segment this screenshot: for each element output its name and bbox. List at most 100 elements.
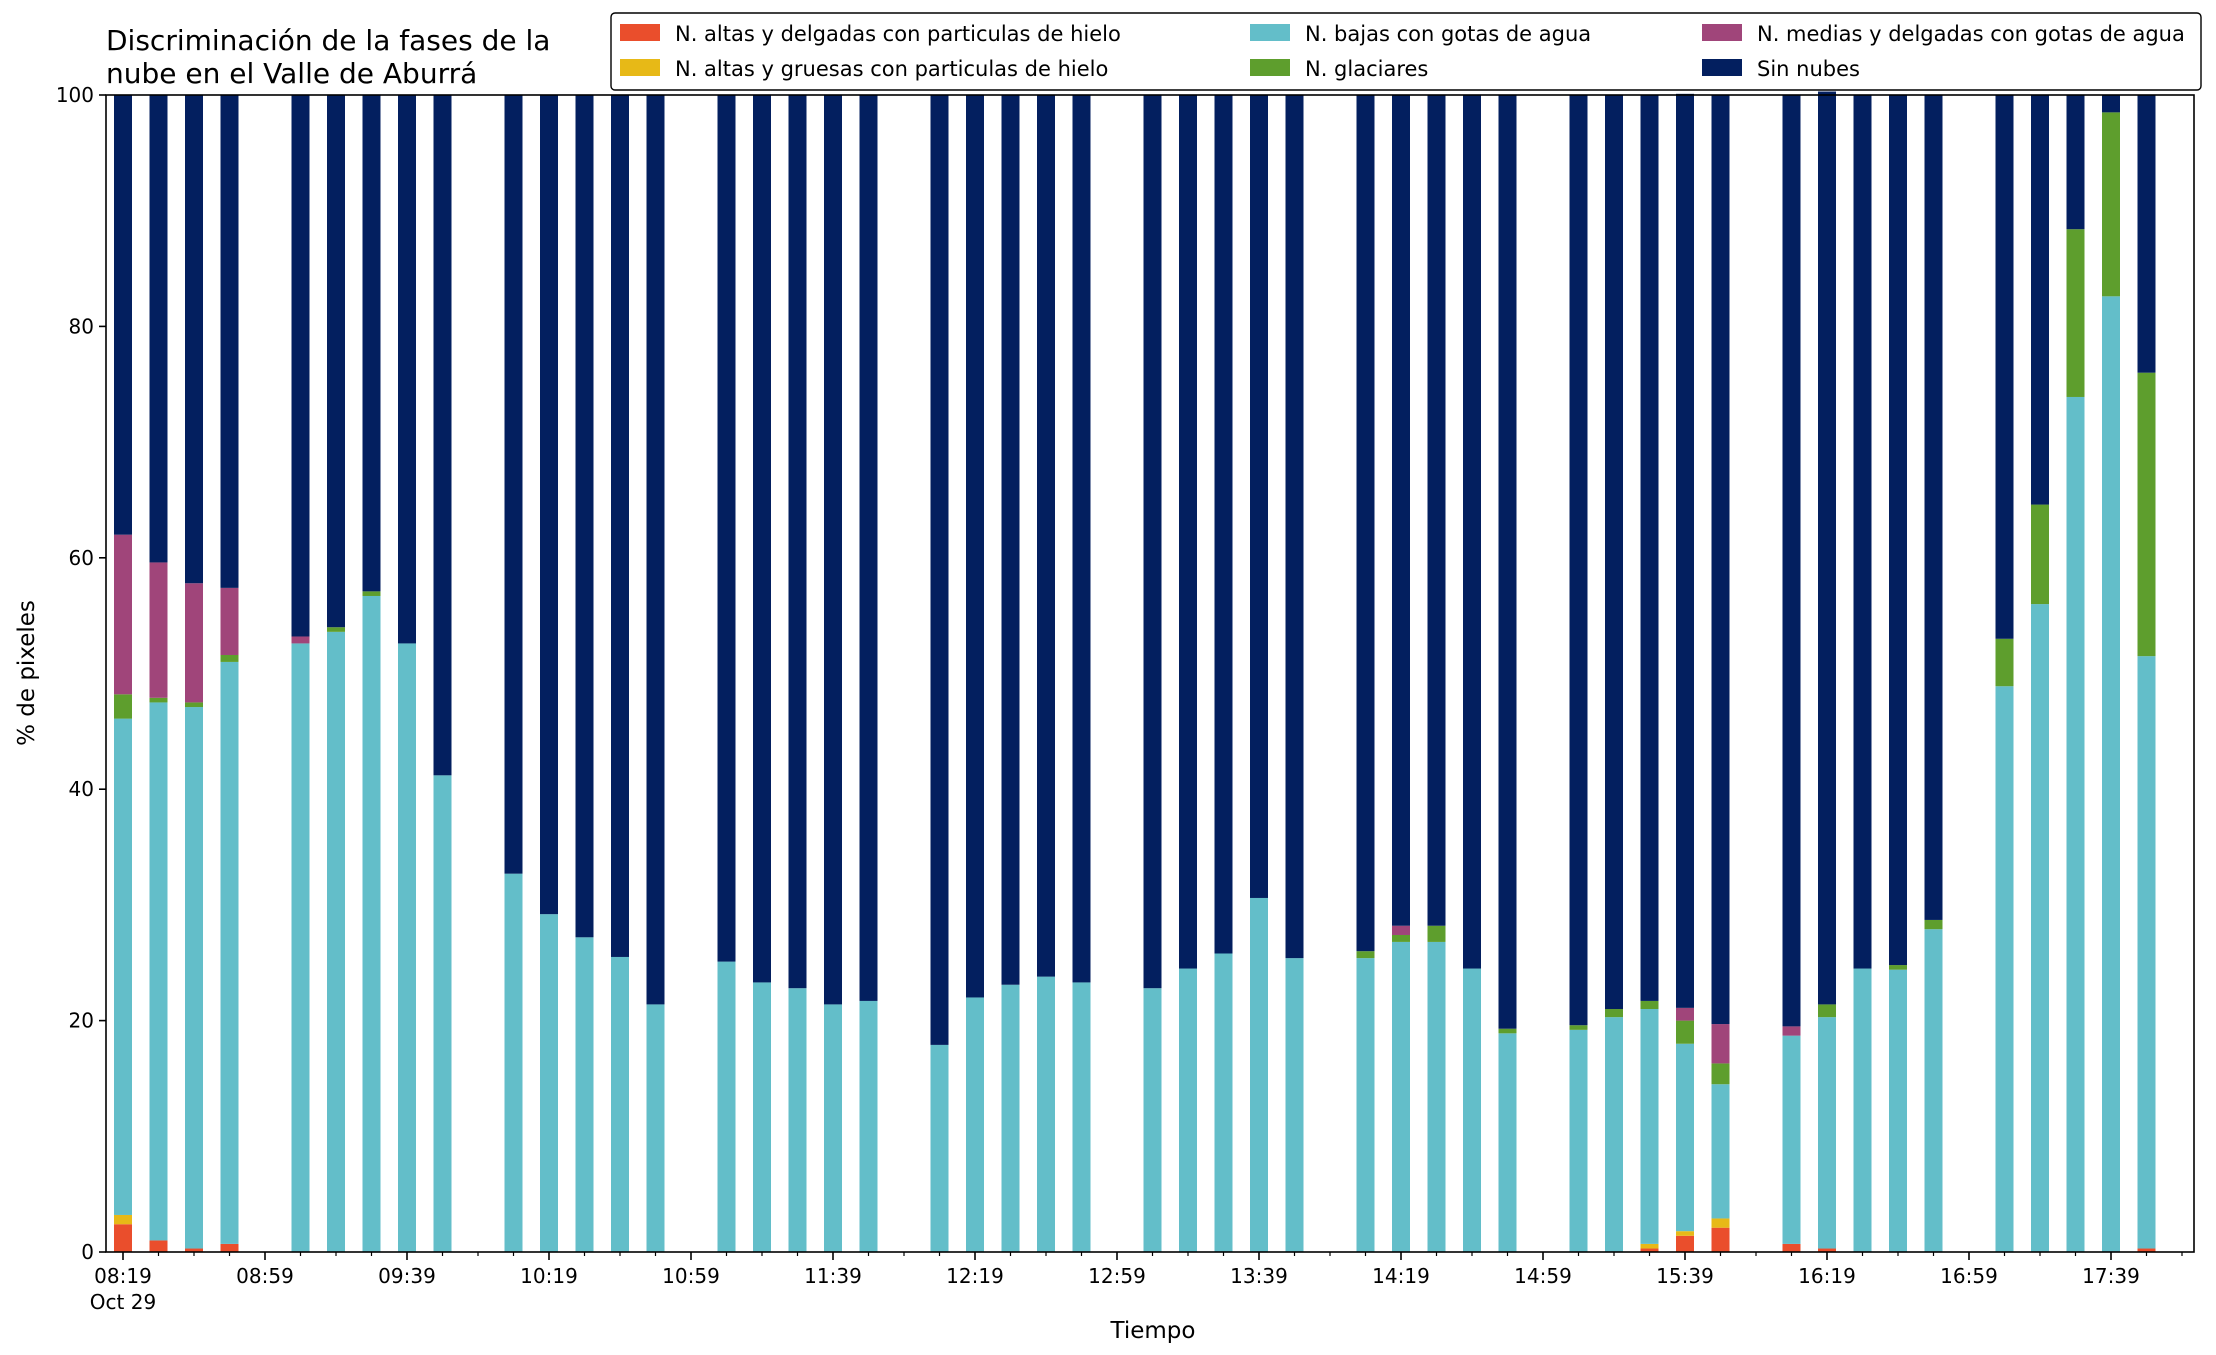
- bar-segment-2-40: [1818, 1017, 1836, 1249]
- bar-segment-2-34: [1569, 1029, 1588, 1252]
- bar-segment-2-23: [1072, 982, 1091, 1252]
- bar-segment-2-43: [1924, 929, 1943, 1252]
- x-tick-label-4: 10:59: [662, 1264, 720, 1288]
- bar-segment-5-33: [1498, 95, 1517, 1029]
- bar-segment-2-18: [859, 1000, 878, 1252]
- bar-segment-5-39: [1782, 95, 1801, 1027]
- bar-segment-2-21: [1001, 984, 1020, 1252]
- bar-segment-5-0: [114, 95, 132, 535]
- y-axis: 0 20 40 60 80 100: [56, 83, 106, 1264]
- bar-segment-5-6: [362, 95, 381, 592]
- bar-segment-3-42: [1889, 965, 1907, 970]
- x-tick-label-13: 16:59: [1940, 1264, 1998, 1288]
- bar-segment-4-2: [185, 583, 203, 703]
- bar-segment-2-22: [1037, 976, 1055, 1252]
- legend-swatch-4: [1702, 24, 1742, 41]
- bar-segment-2-36: [1640, 1009, 1659, 1244]
- legend-swatch-2: [1250, 24, 1290, 41]
- bar-segment-2-6: [362, 595, 381, 1252]
- bar-segment-5-14: [717, 95, 736, 962]
- bar-segment-5-24: [1143, 95, 1162, 989]
- legend-swatch-1: [620, 59, 660, 76]
- y-tick-label-0: 0: [81, 1240, 94, 1264]
- bar-segment-5-40: [1818, 91, 1836, 1005]
- bar-segment-3-29: [1356, 951, 1375, 959]
- bar-segment-2-17: [824, 1004, 842, 1252]
- y-tick-label-80: 80: [69, 314, 94, 338]
- bar-segment-2-5: [327, 631, 345, 1252]
- bar-segment-2-7: [398, 643, 416, 1252]
- bar-segment-5-13: [646, 95, 665, 1005]
- x-tick-label-5: 11:39: [804, 1264, 862, 1288]
- bar-segment-2-27: [1250, 897, 1268, 1252]
- bar-segment-3-3: [220, 654, 239, 662]
- bar-segment-2-4: [291, 643, 310, 1252]
- bar-segment-4-4: [291, 636, 310, 644]
- bar-segment-2-47: [2102, 296, 2120, 1252]
- bar-segment-0-36: [1640, 1248, 1659, 1252]
- bar-segment-3-44: [1995, 638, 2014, 687]
- bar-segment-2-10: [540, 914, 558, 1252]
- bar-segment-3-40: [1818, 1004, 1836, 1018]
- bar-segment-5-23: [1072, 95, 1091, 983]
- bar-segment-4-30: [1392, 925, 1410, 935]
- bar-segment-5-29: [1356, 95, 1375, 952]
- bar-segment-2-9: [504, 873, 523, 1252]
- bar-segment-5-28: [1285, 95, 1304, 959]
- bar-segment-2-20: [966, 997, 984, 1252]
- bar-segment-5-37: [1676, 93, 1694, 1008]
- bar-segment-2-13: [646, 1004, 665, 1252]
- bar-segment-3-36: [1640, 1000, 1659, 1010]
- x-tick-label-3: 10:19: [520, 1264, 578, 1288]
- x-tick-label-0: 08:19: [94, 1264, 152, 1288]
- y-axis-label: % de pixeles: [14, 600, 40, 746]
- bar-segment-5-4: [291, 95, 310, 637]
- bar-segment-5-9: [504, 95, 523, 874]
- bar-segment-2-45: [2031, 604, 2049, 1252]
- bar-segment-5-20: [966, 95, 984, 998]
- bar-segment-0-38: [1711, 1227, 1730, 1252]
- bar-segment-5-44: [1995, 95, 2014, 639]
- bar-segment-2-26: [1214, 953, 1233, 1252]
- bar-segment-2-16: [788, 988, 807, 1252]
- bar-segment-5-46: [2066, 95, 2085, 230]
- bar-segment-2-30: [1392, 941, 1410, 1252]
- bar-segment-5-3: [220, 95, 239, 588]
- legend-label-5: Sin nubes: [1757, 57, 1860, 81]
- bar-segment-2-38: [1711, 1084, 1730, 1219]
- bar-segment-2-33: [1498, 1033, 1517, 1252]
- bar-segment-0-1: [149, 1240, 168, 1252]
- legend-frame: [610, 12, 2202, 91]
- bar-segment-1-37: [1676, 1231, 1694, 1236]
- bar-segment-4-37: [1676, 1007, 1694, 1021]
- x-tick-label-10: 14:59: [1514, 1264, 1572, 1288]
- bar-segment-5-34: [1569, 95, 1588, 1026]
- bar-segment-5-7: [398, 95, 416, 644]
- bar-segment-5-45: [2031, 95, 2049, 505]
- bar-segment-3-46: [2066, 229, 2085, 397]
- bar-segment-5-32: [1463, 95, 1481, 969]
- bar-segment-2-14: [717, 961, 736, 1252]
- bar-segment-3-0: [114, 694, 132, 719]
- bar-segment-3-30: [1392, 934, 1410, 942]
- x-tick-label-6: 12:19: [946, 1264, 1004, 1288]
- bar-segment-2-35: [1605, 1017, 1623, 1252]
- bar-segment-5-19: [930, 95, 949, 1045]
- bar-segment-3-34: [1569, 1025, 1588, 1030]
- bar-segment-5-38: [1711, 95, 1730, 1025]
- bar-segment-5-25: [1179, 95, 1197, 969]
- x-tick-label-2: 09:39: [378, 1264, 436, 1288]
- bar-segment-2-28: [1285, 958, 1304, 1252]
- chart-title-line-1: Discriminación de la fases de la: [106, 24, 550, 57]
- bar-segment-5-5: [327, 95, 345, 628]
- bar-segment-5-10: [540, 95, 558, 915]
- y-tick-label-20: 20: [69, 1009, 94, 1033]
- bar-segment-4-38: [1711, 1024, 1730, 1064]
- bar-segment-3-43: [1924, 919, 1943, 930]
- bar-segment-3-37: [1676, 1020, 1694, 1044]
- bar-segment-4-0: [114, 534, 132, 695]
- y-tick-label-100: 100: [56, 83, 94, 107]
- legend-swatch-3: [1250, 59, 1290, 76]
- bar-segment-0-48: [2137, 1248, 2156, 1252]
- x-tick-label-12: 16:19: [1798, 1264, 1856, 1288]
